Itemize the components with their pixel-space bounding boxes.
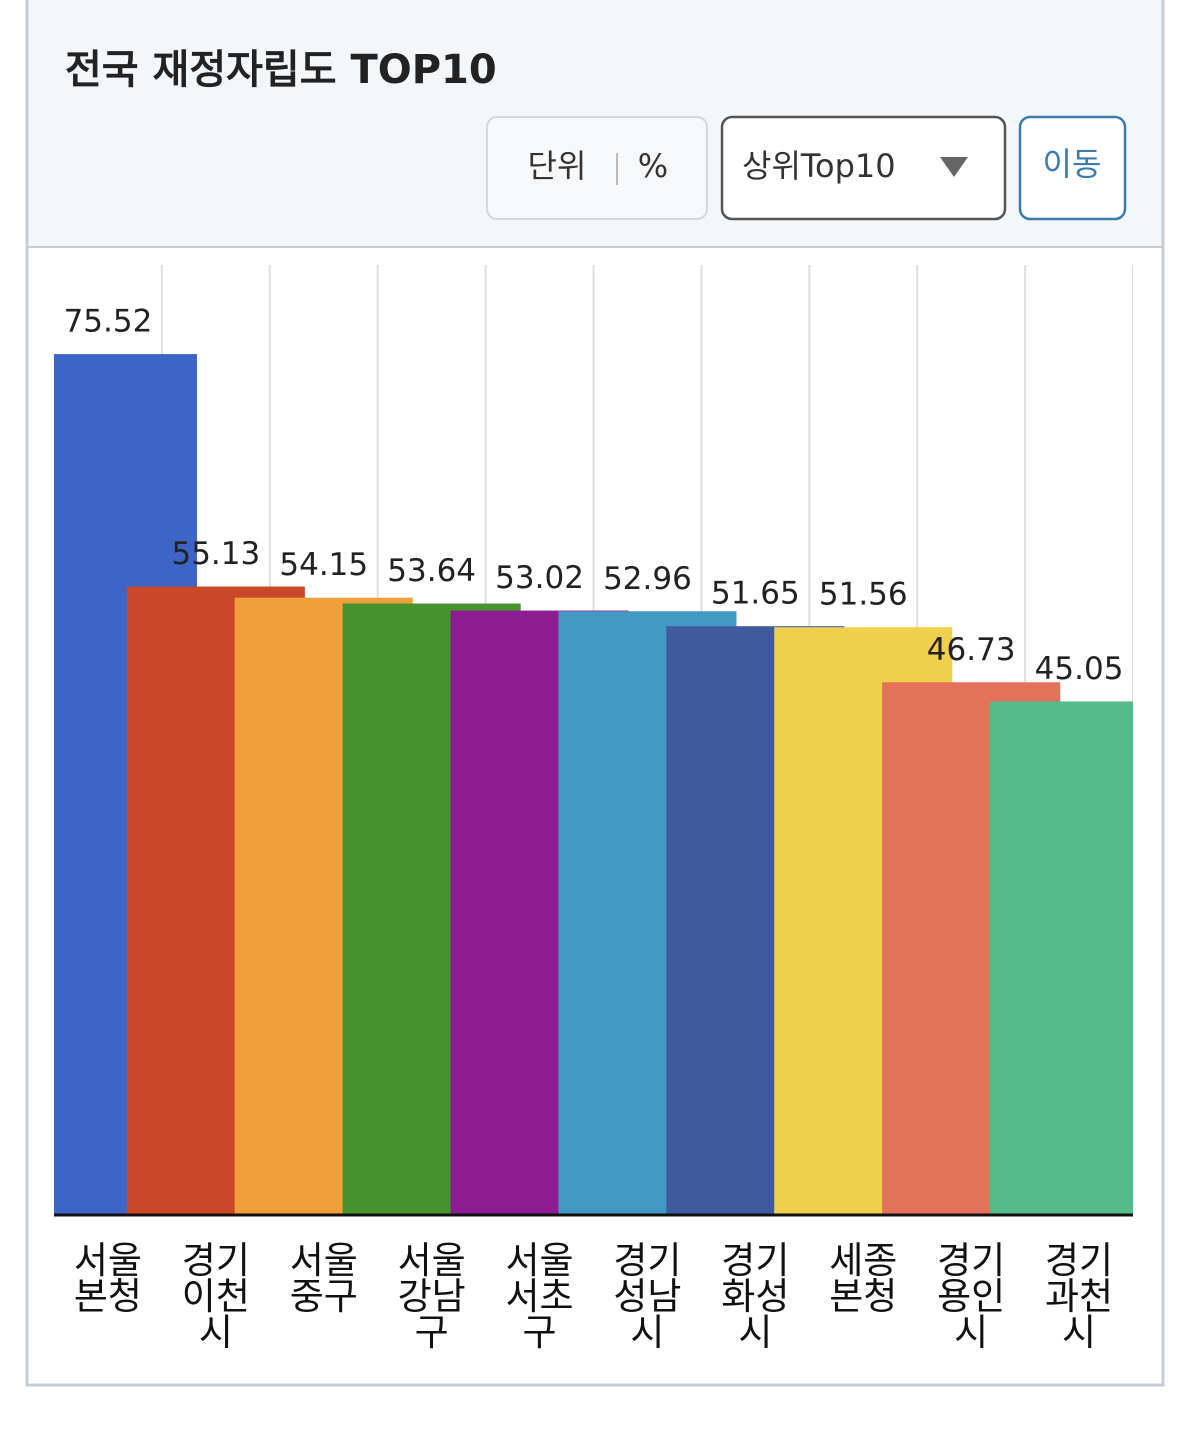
- x-tick-label: 경기 과천 시: [1045, 1239, 1113, 1354]
- bar: [990, 701, 1133, 1215]
- x-tick-label: 경기 화성 시: [721, 1239, 789, 1354]
- value-label: 53.64: [387, 553, 476, 589]
- value-label: 45.05: [1035, 651, 1124, 687]
- move-button[interactable]: [1018, 115, 1127, 221]
- chart-title: 전국 재정자립도 TOP10: [65, 47, 497, 93]
- value-label: 52.96: [603, 561, 692, 597]
- value-label: 54.15: [279, 547, 368, 583]
- unit-label: 단위: [528, 147, 587, 185]
- x-tick-label: 세종 본청: [829, 1239, 897, 1318]
- x-tick-label: 서울 서초 구: [506, 1239, 574, 1354]
- unit-value: %: [638, 147, 668, 185]
- move-button-label[interactable]: 이동: [1043, 145, 1102, 183]
- x-tick-label: 서울 강남 구: [398, 1239, 466, 1354]
- dropdown-arrow: [940, 157, 968, 177]
- value-label: 55.13: [171, 536, 260, 572]
- x-tick-label: 경기 이천 시: [182, 1239, 250, 1354]
- x-tick-label: 서울 본청: [74, 1239, 142, 1318]
- value-label: 51.56: [819, 577, 908, 613]
- x-tick-label: 경기 성남 시: [613, 1239, 681, 1354]
- x-tick-label: 서울 중구: [290, 1239, 358, 1318]
- value-label: 75.52: [64, 304, 153, 340]
- value-label: 53.02: [495, 560, 584, 596]
- value-label: 46.73: [927, 632, 1016, 668]
- dropdown-label[interactable]: 상위Top10: [742, 147, 896, 185]
- plot: [54, 265, 1133, 1215]
- dropdown[interactable]: [720, 115, 1007, 221]
- unit-box: [486, 116, 708, 220]
- x-tick-label: 경기 용인 시: [937, 1239, 1005, 1354]
- value-label: 51.65: [711, 576, 800, 612]
